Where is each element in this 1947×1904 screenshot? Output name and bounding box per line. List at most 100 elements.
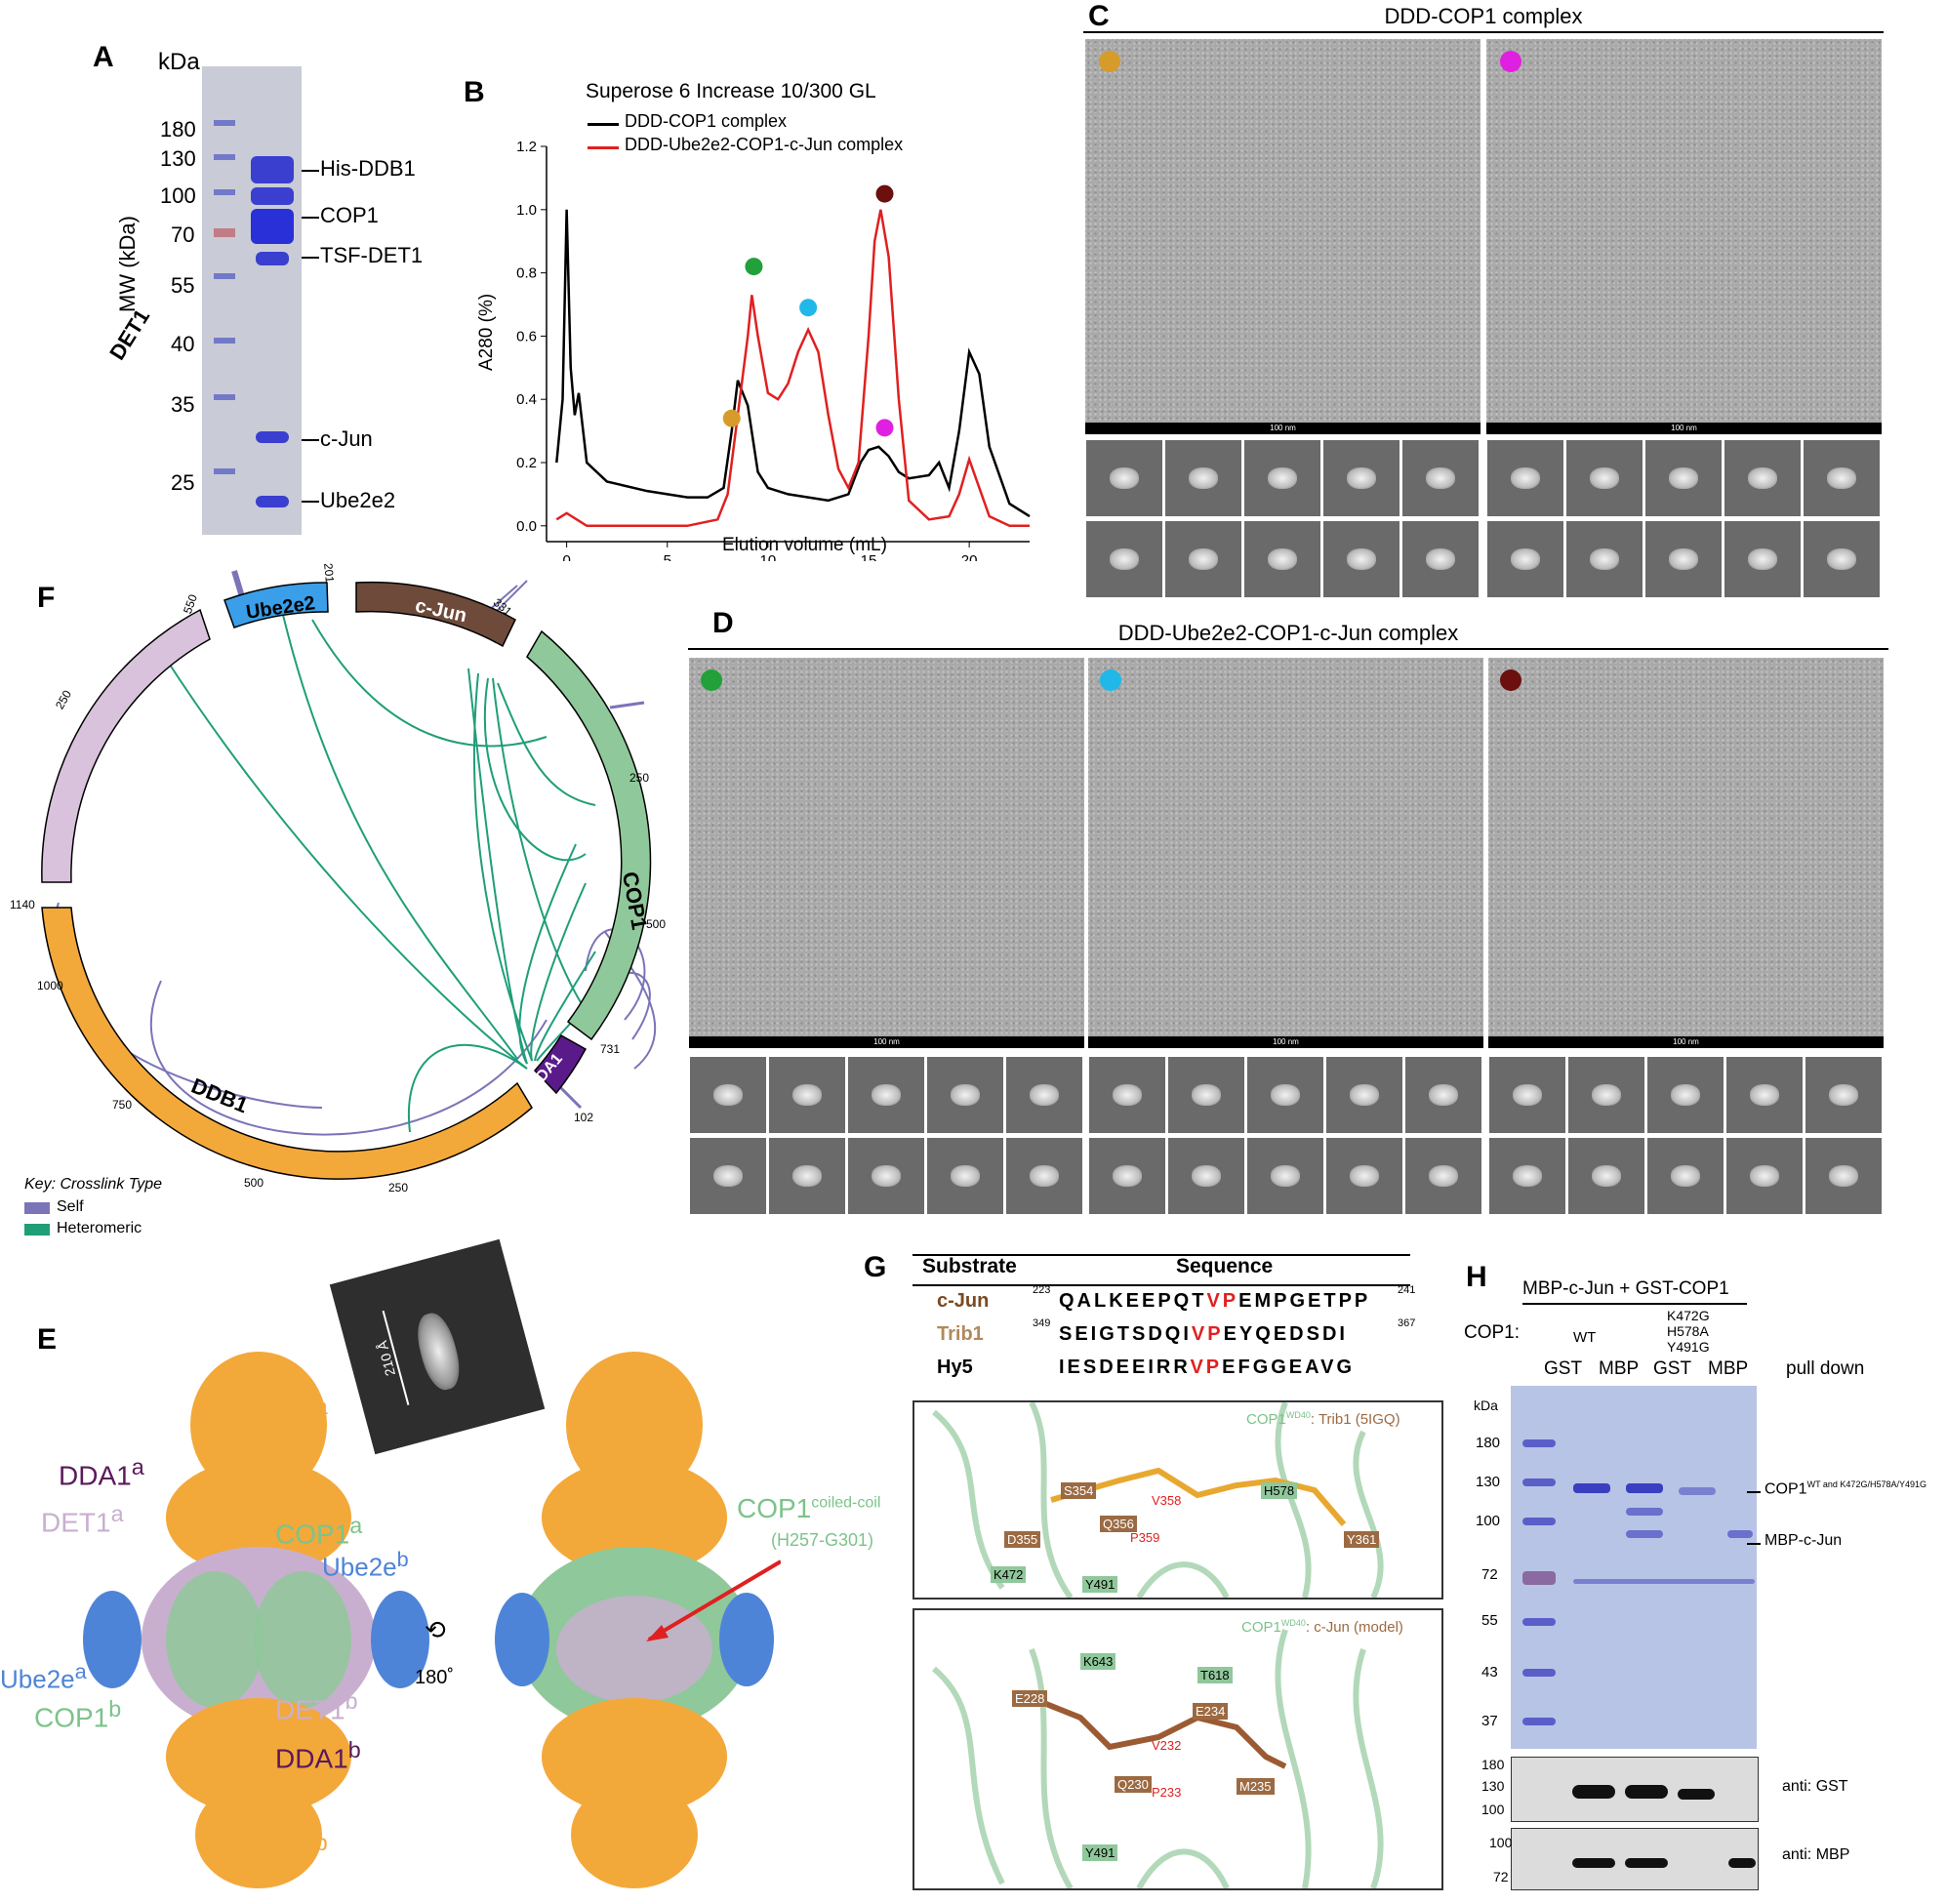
marker-25: 25 — [171, 470, 195, 495]
substrate-name: Trib1 — [937, 1323, 984, 1345]
em-micrograph-c2: 100 nm — [1486, 39, 1882, 434]
class-average — [1164, 439, 1242, 517]
h-title: MBP-c-Jun + GST-COP1 — [1522, 1278, 1729, 1299]
x-tick-label: 5 — [664, 552, 671, 561]
panel-label-e: E — [37, 1323, 58, 1356]
seq-end: 241 — [1398, 1284, 1416, 1296]
seg-ube2e2 — [223, 582, 329, 628]
peak-marker — [722, 409, 741, 427]
class-average — [1085, 439, 1163, 517]
legend-series-2: DDD-Ube2e2-COP1-c-Jun complex — [625, 135, 904, 154]
class-average — [1404, 1056, 1482, 1134]
crosslink-circos — [41, 570, 657, 1180]
label-ube2e-a: Ube2ea — [0, 1659, 87, 1694]
panel-label-a: A — [93, 41, 114, 73]
marker-cyan — [1100, 669, 1121, 691]
legend-swatch-black — [588, 123, 619, 126]
class-average — [1325, 1056, 1403, 1134]
label-ddb1-a: DDB1a — [242, 1394, 328, 1431]
class-average — [847, 1137, 925, 1215]
h-band-cop1: COP1WT and K472G/H578A/Y491G — [1764, 1479, 1927, 1498]
class-average — [1243, 520, 1321, 598]
tick-201: 201 — [321, 562, 337, 584]
class-average — [1724, 439, 1802, 517]
class-average — [926, 1056, 1004, 1134]
peak-marker — [875, 184, 894, 203]
class-average — [847, 1056, 925, 1134]
marker-130: 130 — [160, 146, 196, 171]
class-average — [1088, 1056, 1166, 1134]
class-average — [1167, 1137, 1245, 1215]
class-average — [1322, 520, 1400, 598]
seg-ddb1 — [41, 907, 533, 1180]
sequence: IESDEEIRRVPEFGGEAVG — [1059, 1357, 1356, 1378]
band-c-jun: c-Jun — [320, 426, 373, 451]
marker-maroon — [1500, 669, 1521, 691]
seg-det1 — [41, 608, 211, 883]
class-average — [1246, 1056, 1324, 1134]
h-lane-1: GST — [1544, 1358, 1583, 1379]
mw-axis-label: MW (kDa) — [115, 216, 140, 312]
label-ube2e-b: Ube2eb — [322, 1547, 409, 1582]
marker-green — [701, 669, 722, 691]
sequence: QALKEEPQTVPEMPGETPP — [1059, 1290, 1371, 1312]
sds-gel-a — [202, 66, 302, 535]
class-average — [1725, 1137, 1804, 1215]
rotate-icon: ⟲ — [425, 1615, 446, 1644]
class-average — [1725, 1056, 1804, 1134]
y-tick-label: 0.6 — [516, 328, 537, 344]
tick-1140: 1140 — [10, 898, 35, 911]
class-average — [689, 1137, 767, 1215]
class-average — [1646, 1056, 1724, 1134]
chart-xlabel: Elution volume (mL) — [722, 535, 887, 555]
class-average — [1488, 1056, 1566, 1134]
h-lane-2: MBP — [1599, 1358, 1640, 1379]
class-average — [1005, 1137, 1083, 1215]
legend-swatch-red — [588, 146, 619, 149]
class-average — [1565, 520, 1643, 598]
peak-marker — [745, 258, 763, 276]
band-tsf-det1: TSF-DET1 — [320, 243, 424, 267]
tick-500-ddb1: 500 — [244, 1176, 264, 1190]
x-tick-label: 0 — [562, 552, 570, 561]
seg-c-jun — [355, 581, 516, 648]
structure-back — [495, 1352, 781, 1888]
key-swatch-heteromeric — [24, 1224, 50, 1236]
h-gel — [1511, 1386, 1757, 1749]
key-title: Key: Crosslink Type — [24, 1176, 163, 1193]
h-pulldown: pull down — [1786, 1358, 1865, 1379]
em-micrograph-d2: 100 nm — [1088, 658, 1483, 1048]
marker-100: 100 — [160, 183, 196, 208]
class-average — [1488, 1137, 1566, 1215]
h-band-mbp-c-jun: MBP-c-Jun — [1764, 1532, 1843, 1549]
class-average — [1567, 1056, 1645, 1134]
marker-35: 35 — [171, 392, 195, 417]
marker-180: 180 — [160, 117, 196, 142]
chart-title: Superose 6 Increase 10/300 GL — [586, 80, 876, 102]
label-dda1-a: DDA1a — [59, 1454, 144, 1491]
tick-250-cop1: 250 — [629, 771, 650, 785]
em-micrograph-d1: 100 nm — [689, 658, 1084, 1048]
h-anti-gst: anti: GST — [1782, 1778, 1848, 1795]
class-average — [768, 1056, 846, 1134]
y-tick-label: 1.0 — [516, 202, 537, 219]
panel-label-d: D — [712, 607, 734, 639]
marker-70: 70 — [171, 223, 195, 247]
panel-c-title: DDD-COP1 complex — [1384, 4, 1583, 28]
class-average — [689, 1056, 767, 1134]
tick-731: 731 — [600, 1042, 621, 1056]
class-average — [1803, 439, 1881, 517]
label-ddb1-b: DDB1b — [242, 1830, 328, 1867]
seq-start: 223 — [1033, 1284, 1051, 1296]
panel-label-f: F — [37, 582, 56, 614]
substrate-name: Hy5 — [937, 1357, 973, 1378]
marker-40: 40 — [171, 332, 195, 356]
h-cop1-label: COP1: — [1464, 1322, 1521, 1343]
seg-cop1 — [526, 629, 652, 1041]
key-heteromeric: Heteromeric — [57, 1220, 142, 1236]
seg-label-det1: DET1 — [104, 304, 155, 365]
class-average — [1325, 1137, 1403, 1215]
em-micrograph-c1: 100 nm — [1085, 39, 1481, 434]
key-self: Self — [57, 1198, 84, 1215]
h-anti-mbp: anti: MBP — [1782, 1846, 1850, 1863]
